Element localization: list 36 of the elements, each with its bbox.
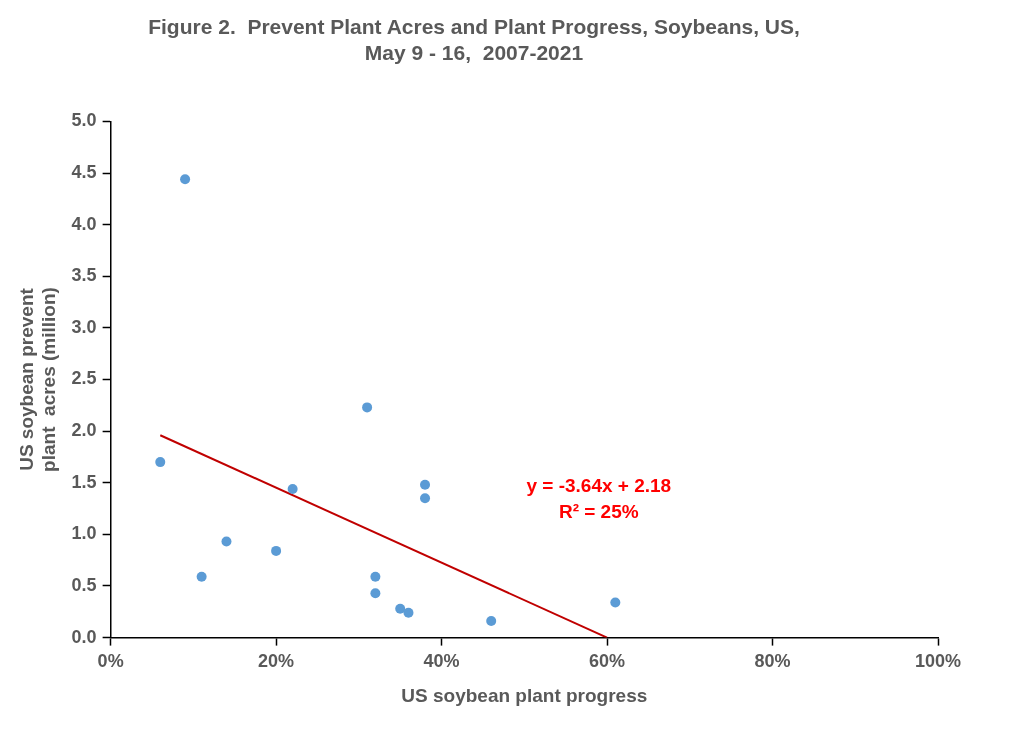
point <box>403 607 414 618</box>
point <box>221 536 232 547</box>
y-tick-label: 2.5 <box>71 368 97 389</box>
y-tick-label: 1.0 <box>71 523 97 544</box>
chart-title: Figure 2. Prevent Plant Acres and Plant Progress, Soybeans, US, May 9 - 16, 2007-2021 <box>148 15 800 64</box>
point <box>420 479 431 490</box>
x-axis-title: US soybean plant progress <box>401 684 648 706</box>
y-tick-label: 2.0 <box>71 420 97 441</box>
point <box>180 174 191 185</box>
y-tick-label: 1.5 <box>71 471 97 492</box>
x-tick-label: 40% <box>423 651 460 672</box>
x-tick-label: 80% <box>754 651 791 672</box>
x-tick-label: 20% <box>258 651 295 672</box>
y-axis-title: US soybean prevent plant acres (million) <box>15 287 60 472</box>
point <box>370 571 381 582</box>
point <box>395 603 406 614</box>
annotation: y = -3.64x + 2.18 R² = 25% <box>526 475 672 523</box>
point <box>287 483 298 494</box>
point <box>362 402 373 413</box>
point <box>486 616 497 627</box>
x-tick-label: 60% <box>589 651 626 672</box>
y-tick-label: 3.5 <box>71 265 97 286</box>
point <box>610 597 621 608</box>
x-tick-label: 0% <box>97 651 124 672</box>
point <box>155 457 166 468</box>
y-tick-label: 5.0 <box>71 110 97 131</box>
point <box>196 571 207 582</box>
point <box>271 545 282 556</box>
y-tick-label: 4.0 <box>71 213 97 234</box>
y-tick-label: 4.5 <box>71 161 97 182</box>
y-tick-label: 0.0 <box>71 626 97 647</box>
x-tick-label: 100% <box>914 651 962 672</box>
point <box>420 493 431 504</box>
point <box>370 588 381 599</box>
y-tick-label: 0.5 <box>71 574 97 595</box>
y-tick-label: 3.0 <box>71 316 97 337</box>
